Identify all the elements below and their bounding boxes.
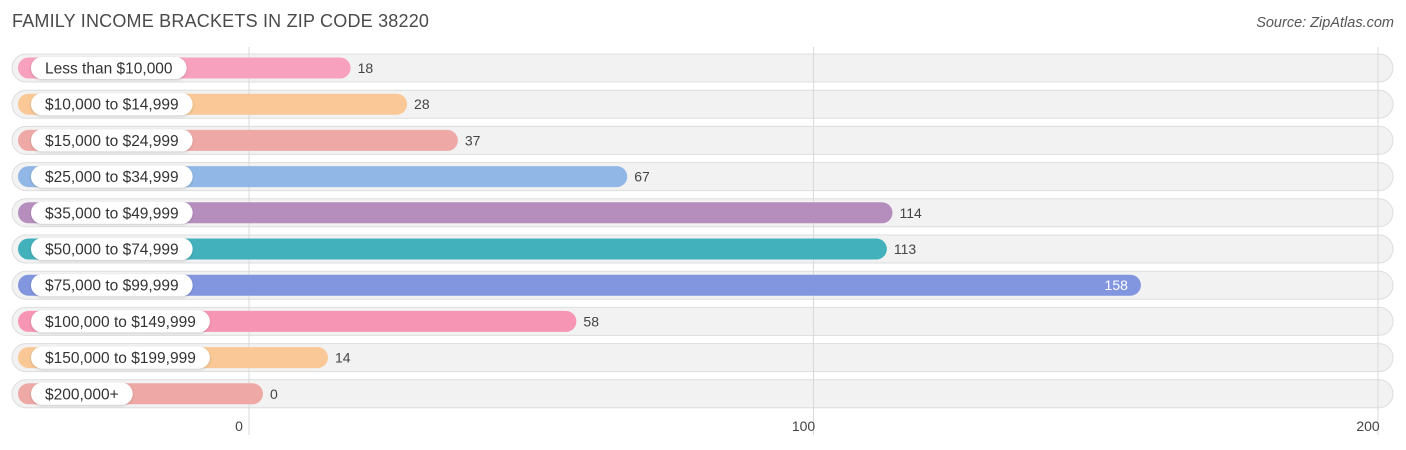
bar-track (11, 343, 1394, 373)
value-label: 37 (465, 132, 481, 148)
chart-source: Source: ZipAtlas.com (1256, 15, 1394, 31)
value-label: 158 (1105, 277, 1129, 293)
category-label-pill (31, 346, 210, 369)
category-label: $25,000 to $34,999 (45, 169, 179, 186)
category-label: $35,000 to $49,999 (45, 205, 179, 222)
category-label: $100,000 to $149,999 (45, 314, 196, 331)
x-axis-ticks: 0 100 200 (235, 418, 1380, 434)
category-label: Less than $10,000 (45, 61, 173, 78)
category-label-pill (31, 310, 210, 333)
category-label: $10,000 to $14,999 (45, 97, 179, 114)
bar (18, 238, 887, 260)
category-label: $15,000 to $24,999 (45, 133, 179, 150)
category-label-pill (31, 382, 133, 405)
category-label-pill (31, 274, 193, 297)
bar-track (11, 53, 1394, 83)
bar (18, 202, 893, 224)
value-label: 67 (634, 169, 650, 185)
category-label: $75,000 to $99,999 (45, 278, 179, 295)
value-label: 58 (583, 313, 599, 329)
value-label: 14 (335, 350, 351, 366)
bar (18, 274, 1141, 296)
category-label: $200,000+ (45, 386, 119, 403)
category-label-pill (31, 129, 193, 152)
value-label: 28 (414, 96, 430, 112)
category-label-pill (31, 57, 187, 79)
value-label: 114 (900, 205, 923, 221)
x-tick-label: 200 (1356, 418, 1380, 434)
x-tick-label: 0 (235, 418, 243, 434)
bars: Less than $10,000 18 $10,000 to $14,999 28 $… (18, 57, 1141, 405)
category-label-pill (31, 201, 193, 224)
category-label-pill (31, 165, 193, 188)
category-label: $150,000 to $199,999 (45, 350, 196, 367)
value-label: 113 (894, 241, 917, 257)
value-label: 18 (358, 60, 374, 76)
category-label-pill (31, 238, 193, 260)
x-tick-label: 100 (792, 418, 816, 434)
category-label: $50,000 to $74,999 (45, 242, 179, 259)
bar-track (11, 379, 1394, 409)
category-label-pill (31, 93, 193, 116)
chart-title: FAMILY INCOME BRACKETS IN ZIP CODE 38220 (12, 11, 430, 31)
value-label: 0 (270, 386, 278, 402)
